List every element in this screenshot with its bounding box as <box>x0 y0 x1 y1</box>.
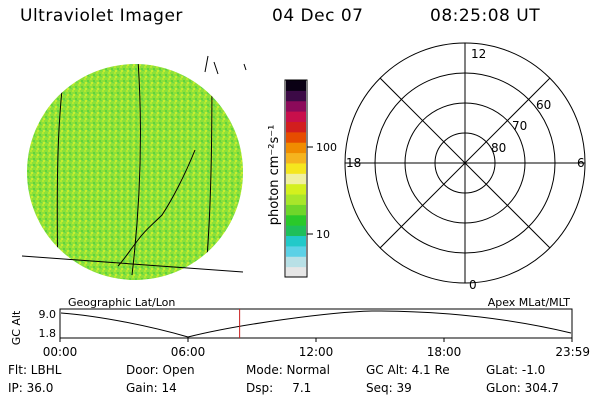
colorbar-stripe <box>286 152 306 164</box>
polar-grid <box>344 42 586 284</box>
colorbar-stripe <box>286 183 306 195</box>
timeline-frame <box>59 308 573 339</box>
colorbar-stripe <box>286 235 306 247</box>
alt-axis-label: GC Alt <box>10 310 23 345</box>
time-label: 08:25:08 UT <box>430 6 541 26</box>
meridian-line <box>131 64 141 276</box>
footer-flt: Flt: LBHL <box>8 363 62 377</box>
title-label: Ultraviolet Imager <box>20 6 183 26</box>
colorbar-stripe <box>286 80 306 91</box>
mlt-label-12: 12 <box>471 47 486 61</box>
time-tick-label: 06:00 <box>171 345 206 359</box>
colorbar-stripe <box>286 121 306 133</box>
time-axis: 00:00 06:00 12:00 18:00 23:59 <box>43 338 590 359</box>
time-tick-label: 18:00 <box>427 345 462 359</box>
mlat-label-80: 80 <box>491 141 506 155</box>
geographic-label: Geographic Lat/Lon <box>68 296 175 309</box>
colorbar-stripe <box>286 266 306 278</box>
colorbar-stripe <box>286 194 306 205</box>
mlt-label-0: 0 <box>469 278 477 292</box>
colorbar-stripe <box>286 173 306 185</box>
apex-label: Apex MLat/MLT <box>488 296 571 309</box>
colorbar-stripe <box>286 162 306 174</box>
colorbar-unit-label: photon cm⁻²s⁻¹ <box>267 125 282 226</box>
alt-tick-label: 9.0 <box>39 308 57 321</box>
date-label: 04 Dec 07 <box>272 6 364 26</box>
colorbar-stripe <box>286 90 306 102</box>
latitude-line <box>21 255 244 273</box>
colorbar-stripe <box>286 204 306 216</box>
time-tick-label: 12:00 <box>299 345 334 359</box>
imager-disk <box>21 55 247 280</box>
colorbar-frame <box>284 79 308 278</box>
coastline <box>204 55 247 75</box>
polar-labels: 12 6 18 0 60 70 80 <box>346 47 585 292</box>
colorbar-stripe <box>286 245 306 257</box>
polar-axis <box>379 77 551 249</box>
footer-glat: GLat: -1.0 <box>486 363 546 377</box>
colorbar-tick-label: 100 <box>316 141 337 154</box>
mlat-label-60: 60 <box>536 98 551 112</box>
colorbar-stripe <box>286 142 306 154</box>
footer-mode: Mode: Normal <box>246 363 330 377</box>
colorbar-stripe <box>286 256 306 268</box>
footer-gc-alt: GC Alt: 4.1 Re <box>366 363 450 377</box>
timeline-panel: Geographic Lat/Lon Apex MLat/MLT GC Alt … <box>10 296 590 359</box>
mlat-label-70: 70 <box>512 119 527 133</box>
colorbar-stripe <box>286 214 306 226</box>
footer-gain: Gain: 14 <box>126 381 177 395</box>
coastline <box>117 149 196 267</box>
footer-dsp: Dsp: 7.1 <box>246 381 312 395</box>
colorbar-stripe <box>286 100 306 112</box>
alt-tick-label: 1.8 <box>39 327 57 340</box>
time-tick-label: 23:59 <box>555 345 590 359</box>
colorbar-tick-label: 10 <box>316 228 330 241</box>
footer-ip: IP: 36.0 <box>8 381 54 395</box>
footer-door: Door: Open <box>126 363 195 377</box>
mlt-label-18: 18 <box>346 156 361 170</box>
time-tick-label: 00:00 <box>43 345 78 359</box>
colorbar-stripe <box>286 111 306 122</box>
colorbar-stripe <box>286 225 306 237</box>
altitude-curve <box>60 310 572 338</box>
footer-seq: Seq: 39 <box>366 381 412 395</box>
footer-glon: GLon: 304.7 <box>486 381 559 395</box>
colorbar: 100 10 photon cm⁻²s⁻¹ <box>267 79 337 278</box>
colorbar-stripe <box>286 131 306 143</box>
mlt-label-6: 6 <box>577 156 585 170</box>
